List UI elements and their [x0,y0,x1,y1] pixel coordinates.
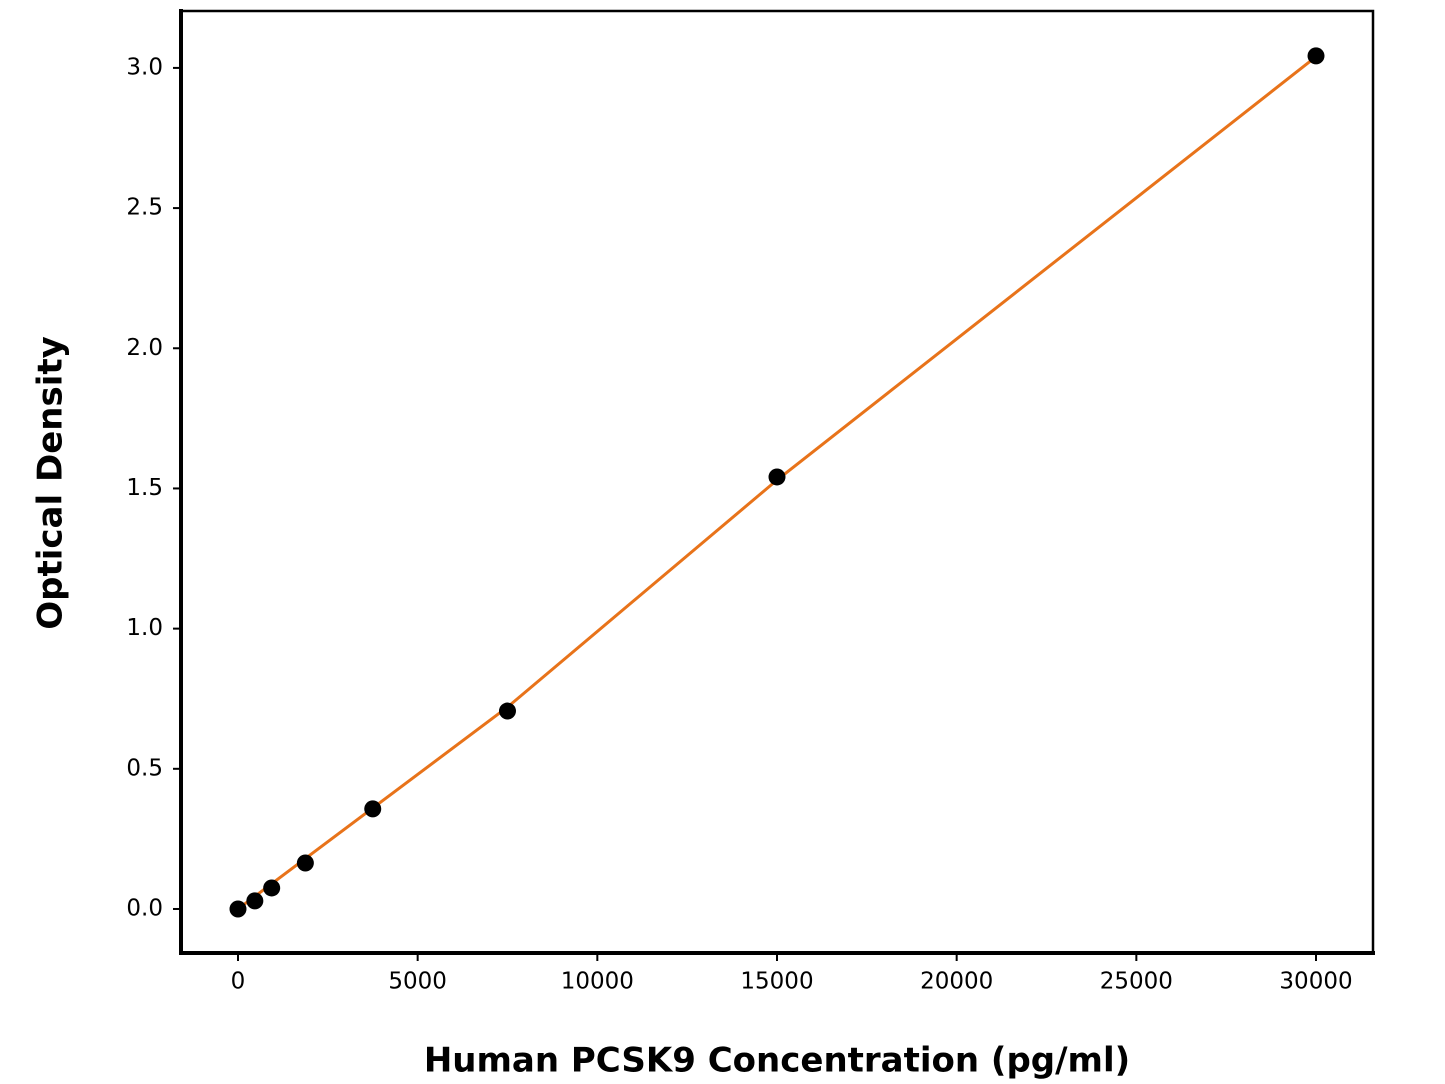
x-tick-label: 30000 [1279,969,1352,995]
y-tick-label: 2.5 [126,195,163,221]
data-point [263,879,281,897]
y-tick-label: 3.0 [126,54,163,80]
x-axis-title: Human PCSK9 Concentration (pg/ml) [424,1041,1130,1081]
y-tick-label: 2.0 [126,335,163,361]
data-point [364,800,382,818]
data-point [229,900,247,918]
data-point [498,702,516,720]
data-point [1307,47,1325,65]
data-point [246,892,264,910]
y-tick-label: 1.0 [126,615,163,641]
x-tick-label: 15000 [740,969,813,995]
y-axis-title: Optical Density [31,336,71,630]
x-tick-label: 25000 [1100,969,1173,995]
data-point [296,854,314,872]
y-tick-label: 0.5 [126,755,163,781]
y-tick-label: 1.5 [126,475,163,501]
y-tick-label: 0.0 [126,895,163,921]
x-tick-label: 0 [231,969,246,995]
data-point [768,468,786,486]
x-tick-label: 5000 [388,969,447,995]
x-tick-label: 20000 [920,969,993,995]
x-tick-label: 10000 [561,969,634,995]
